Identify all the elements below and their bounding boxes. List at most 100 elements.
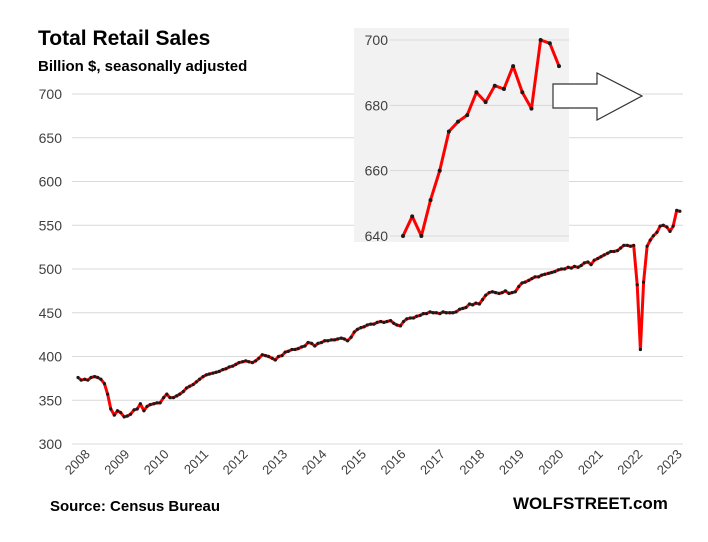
y-tick-label: 450	[39, 305, 63, 321]
data-point	[300, 345, 304, 349]
data-point	[675, 208, 679, 212]
x-tick-label: 2010	[141, 446, 172, 477]
data-point	[148, 403, 152, 407]
data-point	[477, 302, 481, 306]
data-point	[263, 354, 268, 358]
data-point	[132, 408, 136, 412]
data-point	[658, 224, 662, 228]
data-point	[612, 249, 616, 254]
data-point	[635, 283, 639, 287]
data-point	[191, 382, 195, 387]
data-point	[326, 339, 330, 343]
data-point	[632, 243, 636, 247]
data-point	[448, 311, 452, 315]
inset-data-point	[465, 113, 470, 118]
x-tick-label: 2014	[299, 446, 330, 477]
data-point	[615, 249, 620, 253]
data-point	[359, 326, 363, 330]
data-point	[323, 339, 327, 343]
data-point	[152, 402, 156, 406]
data-point	[342, 337, 346, 341]
data-point	[520, 281, 524, 285]
data-point	[572, 264, 577, 268]
main-series	[76, 208, 682, 419]
data-point	[398, 324, 403, 328]
data-point	[421, 312, 425, 316]
inset-data-point	[474, 90, 479, 95]
chart-title: Total Retail Sales	[38, 27, 211, 50]
y-tick-label: 600	[39, 174, 63, 190]
data-point	[109, 407, 113, 411]
data-point	[162, 396, 166, 400]
data-point	[313, 344, 317, 348]
data-point	[619, 246, 623, 250]
inset-data-point	[511, 64, 516, 69]
data-point	[622, 243, 626, 247]
inset-data-point	[419, 234, 424, 238]
data-point	[553, 270, 557, 274]
data-point	[441, 310, 445, 314]
data-point	[408, 316, 412, 320]
data-point	[260, 353, 264, 357]
series-line	[77, 208, 681, 419]
data-point	[638, 347, 643, 352]
data-point	[530, 277, 534, 281]
data-point	[296, 347, 300, 351]
inset-series-line	[401, 38, 561, 238]
data-point	[388, 319, 393, 323]
data-point	[231, 364, 235, 368]
data-point	[596, 256, 600, 261]
data-point	[83, 377, 87, 381]
data-point	[641, 280, 646, 284]
inset-data-point	[520, 90, 525, 95]
data-point	[158, 401, 162, 405]
data-point	[490, 290, 494, 294]
data-point	[418, 313, 422, 317]
data-point	[280, 354, 284, 358]
data-point	[290, 347, 294, 352]
data-point	[365, 323, 369, 327]
data-point	[168, 396, 172, 400]
data-point	[303, 344, 307, 348]
inset-data-point	[428, 198, 433, 203]
data-point	[606, 251, 610, 255]
data-point	[362, 325, 366, 329]
data-point	[379, 319, 383, 324]
data-point	[480, 298, 485, 302]
data-point	[310, 341, 314, 345]
data-point	[458, 307, 462, 311]
data-point	[592, 258, 596, 262]
inset-data-point	[437, 168, 442, 173]
data-point	[257, 356, 261, 360]
data-point	[527, 278, 531, 282]
data-point	[267, 354, 271, 359]
data-point	[194, 380, 198, 384]
data-point	[464, 305, 468, 310]
data-point	[76, 375, 80, 380]
inset-data-point	[456, 119, 461, 124]
inset-data-point	[501, 87, 506, 91]
data-point	[286, 349, 290, 353]
data-point	[628, 244, 633, 248]
data-point	[86, 378, 90, 382]
data-point	[395, 323, 399, 327]
x-tick-label: 2011	[181, 446, 211, 476]
data-point	[625, 243, 629, 247]
data-point	[372, 322, 376, 326]
data-point	[668, 229, 672, 233]
y-tick-label: 400	[39, 349, 63, 365]
data-point	[484, 293, 488, 297]
inset-data-point	[538, 38, 543, 42]
x-tick-label: 2020	[535, 446, 566, 477]
x-tick-label: 2016	[378, 446, 409, 477]
data-point	[510, 291, 514, 295]
data-point	[106, 392, 110, 396]
data-point	[355, 327, 360, 331]
data-point	[493, 291, 498, 295]
data-point	[329, 338, 333, 342]
data-point	[648, 238, 652, 242]
data-point	[609, 249, 613, 254]
data-point	[276, 354, 281, 359]
data-point	[293, 347, 297, 352]
